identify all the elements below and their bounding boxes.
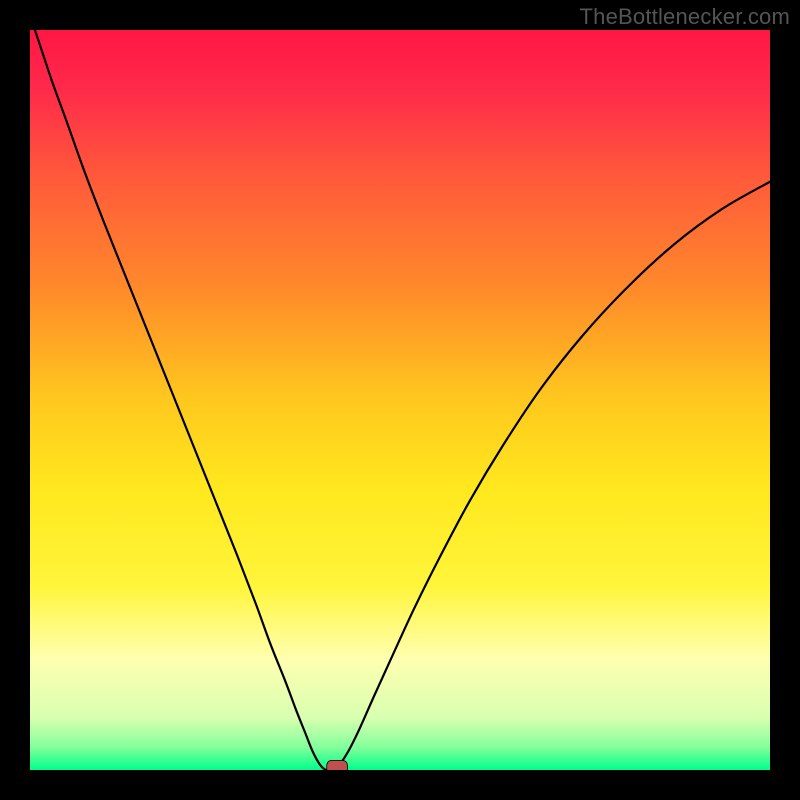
plot-area	[30, 30, 770, 770]
optimal-point-marker	[327, 760, 348, 770]
curve-layer	[30, 30, 770, 770]
chart-root: TheBottlenecker.com	[0, 0, 800, 800]
bottleneck-curve	[30, 30, 770, 770]
watermark-text: TheBottlenecker.com	[580, 4, 790, 30]
